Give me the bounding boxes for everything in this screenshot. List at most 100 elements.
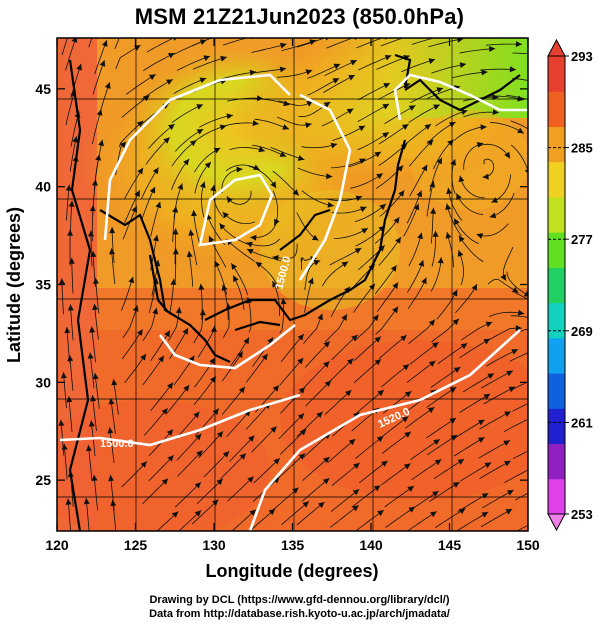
x-tick-label: 135 bbox=[281, 537, 305, 553]
streamline-arrowhead bbox=[483, 394, 491, 400]
streamline-arrowhead bbox=[189, 140, 197, 147]
streamline bbox=[220, 71, 257, 80]
streamline-arrowhead bbox=[193, 411, 200, 419]
streamline-arrowhead bbox=[175, 307, 182, 314]
streamline-arrowhead bbox=[352, 489, 360, 496]
streamline-arrowhead bbox=[457, 250, 464, 257]
streamline-arrowhead bbox=[453, 367, 461, 373]
streamline-arrowhead bbox=[283, 100, 290, 107]
streamline-arrowhead bbox=[194, 482, 201, 489]
streamline-arrowhead bbox=[273, 458, 280, 465]
colorbar-tick-label: 293 bbox=[571, 49, 593, 64]
lat-lon-grid bbox=[57, 38, 528, 531]
streamline bbox=[305, 380, 332, 407]
streamline bbox=[254, 118, 290, 130]
x-tick-label: 125 bbox=[124, 537, 148, 553]
streamline-arrowhead bbox=[261, 353, 268, 361]
streamline-arrowhead bbox=[161, 408, 168, 415]
streamline-arrowhead bbox=[302, 501, 309, 508]
streamline-arrowhead bbox=[523, 291, 528, 297]
streamline-arrowhead bbox=[249, 69, 256, 76]
streamline bbox=[221, 386, 246, 415]
streamline bbox=[324, 389, 352, 415]
streamline-arrowhead bbox=[196, 450, 203, 457]
streamline bbox=[251, 337, 274, 368]
streamline-arrowhead bbox=[400, 335, 407, 342]
streamline bbox=[487, 279, 519, 294]
colorbar: 293 285 277 269 261 253 bbox=[547, 38, 593, 532]
streamline-arrowhead bbox=[404, 391, 412, 398]
streamline bbox=[447, 187, 463, 221]
streamline bbox=[331, 462, 360, 487]
streamline-arrowhead bbox=[476, 142, 484, 148]
streamline-arrowhead bbox=[89, 326, 96, 333]
streamline-arrowhead bbox=[374, 359, 381, 366]
streamline-arrowhead bbox=[108, 398, 115, 405]
streamline-arrowhead bbox=[209, 357, 216, 365]
streamline bbox=[513, 381, 528, 390]
colorbar-segment bbox=[548, 196, 565, 233]
streamline bbox=[194, 125, 227, 142]
streamline-arrowhead bbox=[297, 155, 305, 161]
streamline-arrowhead bbox=[461, 109, 468, 115]
colorbar-top-arrow bbox=[547, 38, 566, 57]
streamline-arrowhead bbox=[92, 277, 99, 284]
streamline-arrowhead bbox=[155, 201, 162, 209]
streamline-arrowhead bbox=[163, 137, 170, 144]
streamline-arrowhead bbox=[272, 385, 279, 392]
streamline-arrowhead bbox=[511, 287, 519, 293]
streamline-arrowhead bbox=[504, 460, 511, 467]
streamline-arrowhead bbox=[489, 212, 497, 219]
streamline-arrowhead bbox=[195, 433, 202, 441]
streamline-arrowhead bbox=[68, 200, 75, 207]
streamline-arrowhead bbox=[539, 442, 546, 447]
streamline bbox=[208, 235, 227, 268]
streamline-arrowhead bbox=[503, 440, 510, 446]
streamline bbox=[431, 63, 467, 74]
streamline bbox=[459, 175, 485, 199]
streamline bbox=[408, 319, 436, 345]
streamline-arrowhead bbox=[238, 386, 245, 394]
streamline bbox=[229, 435, 255, 462]
streamline-arrowhead bbox=[421, 164, 428, 172]
streamline-arrowhead bbox=[164, 330, 170, 338]
streamline bbox=[303, 432, 331, 458]
colorbar-segment bbox=[548, 443, 565, 480]
streamline-arrowhead bbox=[433, 104, 440, 110]
streamline bbox=[350, 173, 384, 189]
colorbar-segment bbox=[548, 478, 565, 515]
streamline-arrowhead bbox=[427, 139, 434, 146]
streamline-arrowhead bbox=[209, 376, 216, 383]
streamline bbox=[150, 330, 171, 362]
streamline-arrowhead bbox=[452, 318, 459, 326]
streamline bbox=[66, 184, 70, 221]
streamline-arrowhead bbox=[505, 509, 513, 515]
streamline-arrowhead bbox=[213, 148, 221, 154]
streamline bbox=[175, 128, 204, 152]
streamline bbox=[480, 508, 513, 528]
streamline-arrowhead bbox=[161, 478, 169, 485]
streamline-arrowhead bbox=[128, 276, 135, 284]
streamline-arrowhead bbox=[305, 122, 312, 129]
streamline bbox=[512, 52, 528, 55]
streamline bbox=[245, 353, 269, 383]
colorbar-segment bbox=[548, 302, 565, 339]
streamline bbox=[148, 123, 175, 149]
streamline bbox=[69, 136, 77, 172]
streamline-arrowhead bbox=[268, 508, 276, 516]
streamline bbox=[87, 444, 93, 481]
streamline-arrowhead bbox=[221, 284, 228, 291]
streamline bbox=[327, 358, 354, 384]
streamline-arrowhead bbox=[199, 181, 206, 189]
y-tick-label: 25 bbox=[35, 472, 51, 488]
streamline-arrowhead bbox=[476, 233, 484, 239]
streamline bbox=[88, 38, 93, 48]
streamline-arrowhead bbox=[383, 83, 390, 89]
x-tick-label: 120 bbox=[45, 537, 69, 553]
streamline-arrowhead bbox=[436, 87, 444, 93]
streamline bbox=[510, 315, 528, 318]
streamline-arrowhead bbox=[279, 151, 287, 157]
streamline-arrowhead bbox=[239, 453, 246, 460]
height-contours bbox=[59, 73, 528, 531]
